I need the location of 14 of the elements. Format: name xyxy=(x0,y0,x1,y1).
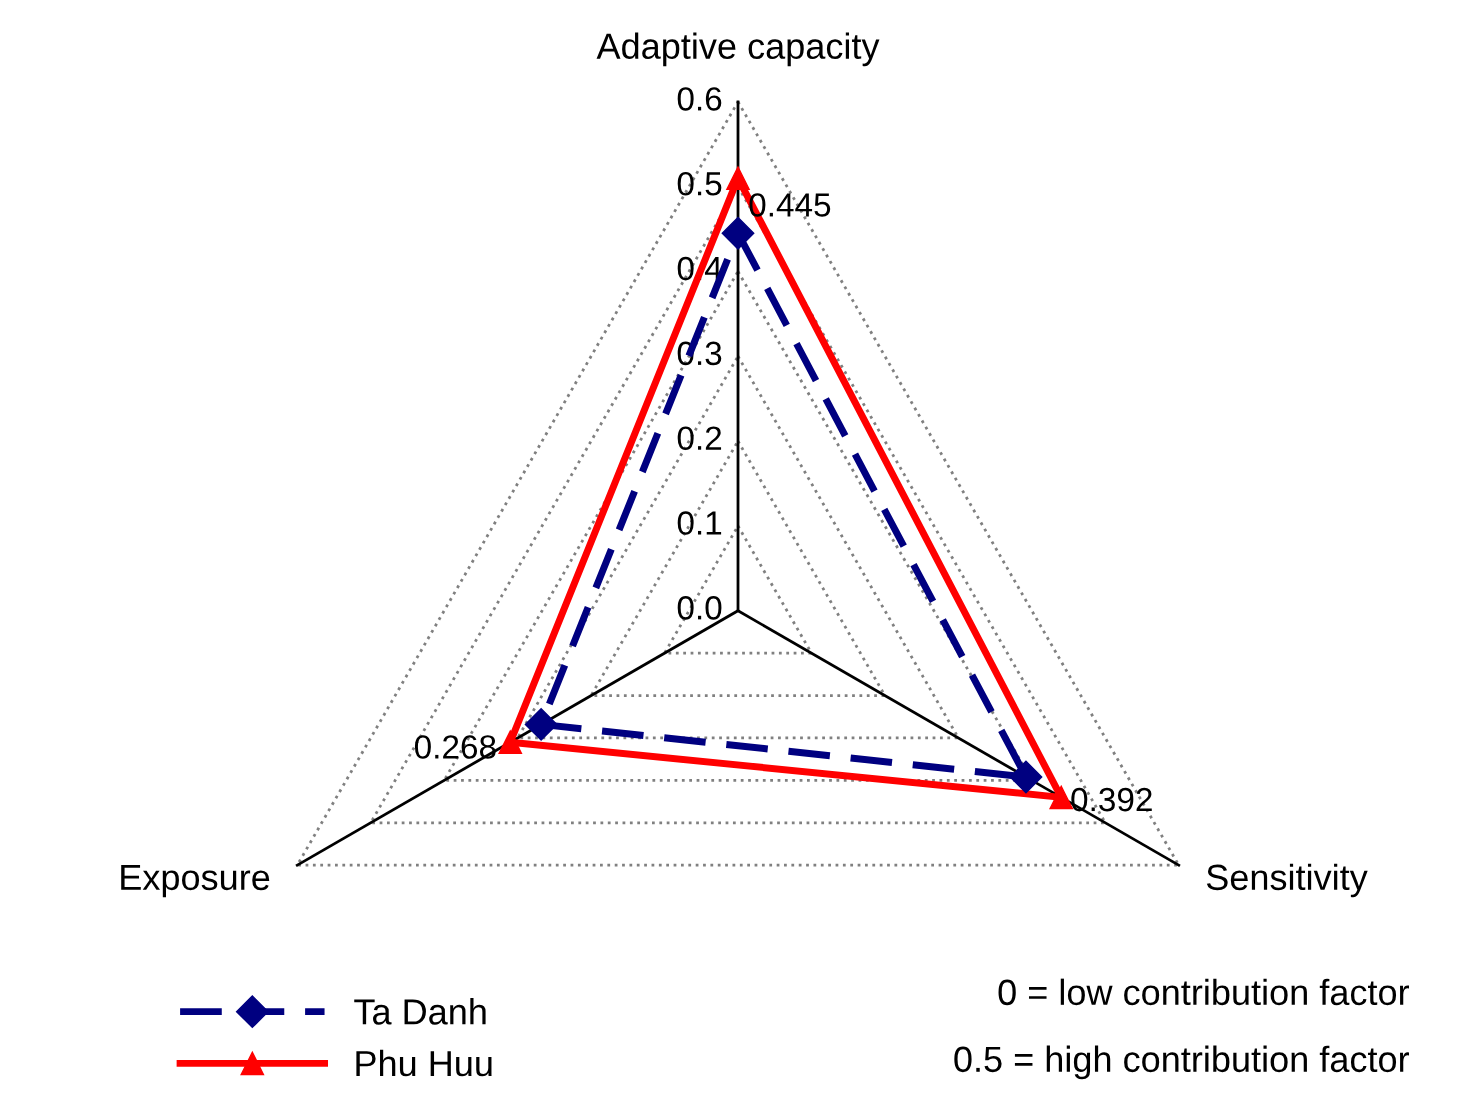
legend-label: Phu Huu xyxy=(356,1049,492,1077)
spoke-label: Adaptive capacity xyxy=(596,32,880,67)
y-tick-label: 0.2 xyxy=(677,426,722,451)
text: 0 = low contribution factor xyxy=(998,978,1409,1006)
data-label: 0.268 xyxy=(414,735,496,759)
legend-label: Ta Danh xyxy=(354,998,486,1025)
y-tick-label: 0.5 xyxy=(677,171,722,196)
spoke-label: Sensitivity xyxy=(1206,863,1368,898)
data-label: 0.392 xyxy=(1071,787,1152,812)
spoke-label: Exposure xyxy=(121,864,270,898)
y-tick-label: 0.6 xyxy=(677,87,722,111)
y-tick-label: 0.1 xyxy=(677,511,722,535)
y-tick-label: 0.0 xyxy=(677,596,722,620)
text: 0.5 = high contribution factor xyxy=(954,1045,1410,1080)
